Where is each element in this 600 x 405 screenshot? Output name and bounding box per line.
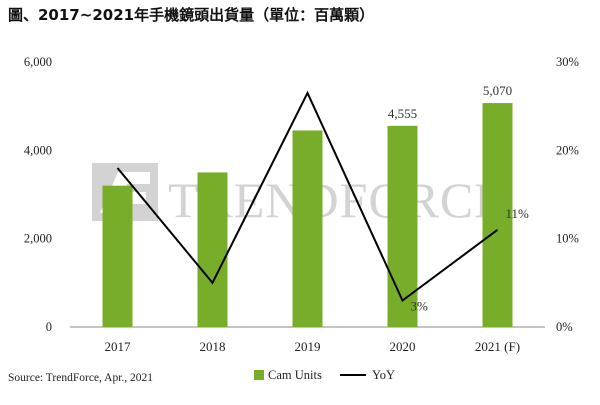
yoy-value-label: 3% bbox=[411, 299, 429, 314]
left-tick-label: 2,000 bbox=[24, 232, 52, 246]
category-label: 2021 (F) bbox=[475, 339, 520, 354]
bar-labels: 4,555 5,070 bbox=[388, 83, 512, 121]
left-axis-ticks: 0 2,000 4,000 6,000 bbox=[24, 55, 52, 334]
legend-swatch-cam-units bbox=[254, 370, 264, 380]
category-label: 2020 bbox=[390, 339, 416, 354]
bar-value-label: 4,555 bbox=[388, 106, 417, 121]
left-tick-label: 4,000 bbox=[24, 143, 52, 157]
right-tick-label: 10% bbox=[556, 232, 579, 246]
line-labels: 3% 11% bbox=[411, 206, 530, 314]
right-tick-label: 20% bbox=[556, 143, 579, 157]
bar-2017 bbox=[102, 185, 133, 327]
chart-title: 圖、2017~2021年手機鏡頭出貨量（單位：百萬顆） bbox=[8, 6, 374, 24]
left-tick-label: 6,000 bbox=[24, 55, 52, 69]
category-label: 2018 bbox=[200, 339, 226, 354]
yoy-line bbox=[116, 90, 499, 303]
bar-2019 bbox=[292, 130, 323, 327]
legend-label-yoy: YoY bbox=[372, 368, 395, 382]
yoy-value-label: 11% bbox=[506, 206, 530, 221]
right-tick-label: 0% bbox=[556, 320, 573, 334]
bars bbox=[102, 103, 513, 327]
yoy-line-layer bbox=[116, 90, 499, 303]
bar-2021 (F) bbox=[482, 103, 513, 327]
left-tick-label: 0 bbox=[46, 320, 52, 334]
category-label: 2019 bbox=[295, 339, 321, 354]
legend: Cam Units YoY bbox=[254, 368, 395, 382]
category-labels: 2017 2018 2019 2020 2021 (F) bbox=[105, 339, 521, 354]
bar-2018 bbox=[197, 172, 228, 327]
category-label: 2017 bbox=[105, 339, 132, 354]
legend-label-cam-units: Cam Units bbox=[268, 368, 322, 382]
right-tick-label: 30% bbox=[556, 55, 579, 69]
source-note: Source: TrendForce, Apr., 2021 bbox=[8, 372, 153, 384]
bar-value-label: 5,070 bbox=[483, 83, 512, 98]
right-axis-ticks: 0% 10% 20% 30% bbox=[556, 55, 579, 334]
bar-2020 bbox=[387, 125, 418, 327]
